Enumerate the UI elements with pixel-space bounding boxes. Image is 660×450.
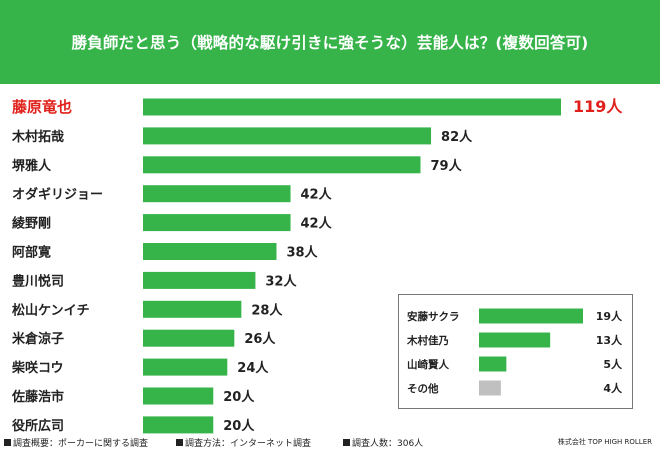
value-label: 20人 (223, 418, 255, 434)
bar (143, 214, 291, 232)
inset-bar (479, 332, 551, 348)
survey-method-text: 調査方法：インターネット調査 (185, 439, 312, 449)
category-label: 松山ケンイチ (12, 302, 90, 318)
value-label: 20人 (223, 389, 255, 405)
bar (143, 243, 277, 260)
bar (143, 271, 256, 289)
category-label: オダギリジョー (12, 187, 103, 203)
inset-value-label: 4人 (603, 381, 623, 395)
bullet-square-icon (4, 439, 11, 446)
bar (143, 416, 214, 434)
category-label: 柴咲コウ (11, 360, 63, 376)
value-label: 82人 (441, 129, 473, 145)
inset-category-label: 木村佳乃 (406, 334, 449, 347)
respondents-note: 調査人数：306人 (343, 436, 423, 449)
category-label: 米倉涼子 (12, 331, 64, 347)
category-label: 綾野剛 (12, 216, 51, 232)
inset-bar (479, 380, 501, 396)
survey-overview-text: 調査概要：ポーカーに関する調査 (13, 439, 149, 449)
value-label: 42人 (301, 187, 333, 203)
category-label: 藤原竜也 (12, 98, 72, 116)
bar (143, 358, 228, 376)
bar (143, 300, 242, 318)
value-label: 26人 (244, 331, 276, 347)
company-name: 株式会社 TOP HIGH ROLLER (557, 438, 652, 446)
chart-title: 勝負師だと思う（戦略的な駆け引きに強そうな）芸能人は？(複数回答可) (0, 0, 660, 84)
bar (143, 156, 421, 174)
inset-value-label: 13人 (596, 333, 623, 347)
inset-value-label: 19人 (596, 309, 623, 323)
value-label: 32人 (265, 273, 297, 289)
category-label: 豊川悦司 (12, 273, 64, 289)
value-label: 28人 (251, 302, 283, 318)
bar (143, 387, 214, 405)
inset-category-label: 安藤サクラ (407, 310, 460, 323)
bar (143, 185, 291, 203)
bar (143, 329, 235, 347)
bar (143, 98, 561, 116)
category-label: 堺雅人 (12, 158, 52, 174)
value-label: 38人 (286, 245, 318, 261)
category-label: 阿部寛 (12, 245, 51, 261)
survey-method-note: 調査方法：インターネット調査 (176, 436, 311, 449)
value-label: 24人 (237, 360, 269, 376)
bullet-square-icon (176, 439, 183, 446)
value-label: 42人 (301, 216, 333, 232)
category-label: 佐藤浩市 (11, 389, 64, 405)
footer: 調査概要：ポーカーに関する調査 調査方法：インターネット調査 調査人数：306人… (0, 436, 660, 450)
inset-category-label: その他 (407, 382, 439, 395)
inset-bar (479, 356, 507, 372)
respondents-text: 調査人数：306人 (352, 439, 424, 449)
survey-overview-note: 調査概要：ポーカーに関する調査 (4, 436, 148, 449)
bullet-square-icon (343, 439, 350, 446)
value-label: 119人 (573, 97, 623, 116)
inset-category-label: 山崎賢人 (407, 358, 449, 371)
inset-chart-box: 安藤サクラ 19人木村佳乃 13人山崎賢人 5人その他 4人 (398, 294, 633, 409)
inset-bar (479, 308, 583, 324)
bar (143, 127, 432, 145)
category-label: 木村拓哉 (11, 129, 64, 145)
category-label: 役所広司 (12, 418, 64, 434)
inset-value-label: 5人 (603, 357, 623, 371)
value-label: 79人 (430, 158, 462, 174)
